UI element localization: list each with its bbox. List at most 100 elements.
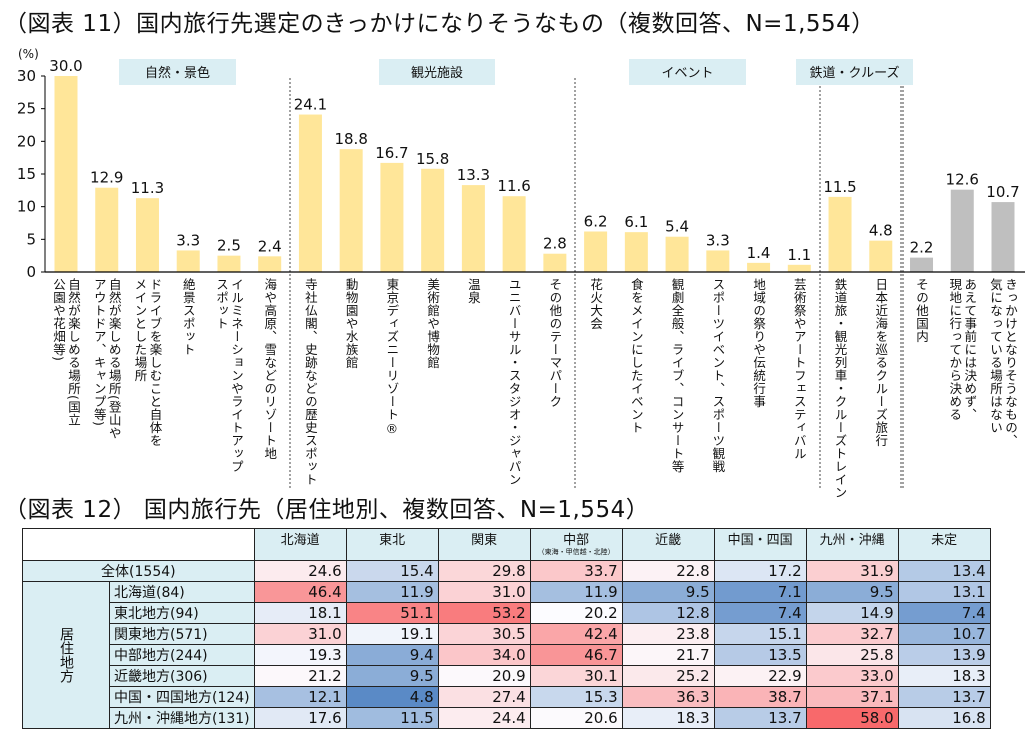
bar: [665, 236, 689, 272]
table-header-row: 北海道 東北 関東 中部 （東海・甲信越・北陸） 近畿 中国・四国 九州・沖縄 未定: [22, 528, 991, 561]
bar-value-label: 15.8: [416, 150, 449, 168]
table-cell: 21.2: [253, 665, 347, 687]
table-cell: 7.4: [713, 602, 807, 624]
table-cell: 12.8: [621, 602, 715, 624]
y-tick-label: 30: [17, 67, 36, 85]
y-tick-label: 25: [17, 100, 36, 118]
group-label: 鉄道・クルーズ: [810, 65, 900, 81]
bar: [747, 262, 771, 272]
group-label-box: [629, 59, 746, 85]
bar-value-label: 12.6: [946, 171, 979, 189]
column-header-label: 中部: [563, 533, 590, 548]
bar-value-label: 1.4: [747, 244, 771, 262]
y-tick-label: 20: [17, 132, 36, 150]
table-cell: 22.9: [713, 665, 807, 687]
table-cell: 30.1: [529, 665, 623, 687]
bar: [298, 114, 322, 273]
table-row: 近畿地方(306) 21.2 9.5 20.9 30.1 25.2 22.9 33.0 18.3: [23, 665, 991, 687]
bar-value-label: 2.2: [910, 239, 934, 257]
x-tick-label: その他のテーマパーク: [547, 278, 563, 408]
table-cell: 33.7: [529, 560, 623, 582]
row-header: 九州・沖縄地方(131): [109, 707, 255, 729]
x-tick-label: その他国内: [914, 278, 930, 343]
bar: [502, 196, 526, 272]
table-cell: 30.5: [437, 623, 531, 645]
column-header-label: 中国・四国: [727, 533, 793, 548]
table-cell: 9.5: [621, 581, 715, 603]
column-header-label: 未定: [931, 533, 958, 548]
table-row: 関東地方(571) 31.0 19.1 30.5 42.4 23.8 15.1 32.7 10.…: [23, 623, 991, 645]
table-cell: 4.8: [345, 686, 439, 708]
table-cell: 46.7: [529, 644, 623, 666]
bar: [584, 231, 608, 272]
table-cell: 7.1: [713, 581, 807, 603]
bar: [421, 168, 445, 272]
x-tick-label: 花火大会: [588, 278, 604, 330]
table-cell: 11.9: [345, 581, 439, 603]
table-cell: 21.7: [621, 644, 715, 666]
bar-value-label: 2.4: [258, 237, 282, 255]
bar: [991, 202, 1015, 272]
bar-value-label: 3.3: [176, 231, 200, 249]
table-row: 中部地方(244) 19.3 9.4 34.0 46.7 21.7 13.5 25.8 13.9: [23, 644, 991, 666]
bar: [828, 196, 852, 272]
bar: [217, 255, 241, 272]
bar-value-label: 10.7: [986, 183, 1019, 201]
x-tick-label: 動物園や水族館: [343, 278, 359, 369]
bar: [258, 256, 282, 272]
table-cell: 13.1: [897, 581, 991, 603]
table-cell: 17.6: [253, 707, 347, 729]
table-cell: 10.7: [897, 623, 991, 645]
table-cell: 14.9: [805, 602, 899, 624]
x-tick-label: 地域の祭りや伝統行事: [751, 278, 767, 408]
table-cell: 20.6: [529, 707, 623, 729]
bar-value-label: 18.8: [334, 130, 367, 148]
column-header-sublabel: （東海・甲信越・北陸）: [537, 548, 615, 556]
x-tick-label: 自然が楽しめる場所(登山や アウトドア、キャンプ等): [91, 278, 122, 440]
bar: [54, 76, 78, 272]
table-cell: 15.3: [529, 686, 623, 708]
bar-value-label: 30.0: [49, 57, 82, 75]
table-cell: 20.2: [529, 602, 623, 624]
x-tick-label: 海や高原、雪などのリゾート地: [262, 278, 278, 460]
row-header: 関東地方(571): [109, 623, 255, 645]
table-cell: 13.9: [897, 644, 991, 666]
column-header-label: 九州・沖縄: [819, 533, 885, 548]
x-tick-label: 美術館や博物館: [425, 278, 441, 369]
table-cell: 32.7: [805, 623, 899, 645]
bar-value-label: 6.2: [584, 212, 608, 230]
x-tick-label: 観劇全般、ライブ、コンサート等: [669, 278, 685, 473]
x-tick-label: 日本近海を巡るクルーズ旅行: [873, 278, 889, 447]
table-cell: 19.1: [345, 623, 439, 645]
bar: [624, 232, 648, 272]
bar-chart: (%) 0 5 10 15 20 25 30 自然・景色 観光施設 イベント 鉄道・クルーズ 30.0 1…: [17, 47, 1025, 490]
bar: [869, 240, 893, 272]
column-header: 未定: [897, 528, 991, 561]
table-cell: 13.7: [713, 707, 807, 729]
row-header: 全体(1554): [22, 560, 255, 582]
bar-value-label: 3.3: [706, 231, 730, 249]
table-cell: 22.8: [621, 560, 715, 582]
group-label-box: [119, 59, 236, 85]
table-cell: 36.3: [621, 686, 715, 708]
x-tick-label: 寺社仏閣、史跡などの歴史スポット: [302, 278, 318, 486]
x-tick-label: 食をメインにしたイベント: [628, 278, 644, 434]
bar-value-label: 13.3: [457, 166, 490, 184]
table-cell: 9.4: [345, 644, 439, 666]
table-cell: 13.4: [897, 560, 991, 582]
column-header-label: 北海道: [280, 533, 320, 548]
bar: [176, 250, 200, 272]
bar: [543, 253, 567, 272]
table-cell: 13.5: [713, 644, 807, 666]
total-row: 全体(1554) 24.6 15.4 29.8 33.7 22.8 17.2 31.9 13.4: [22, 560, 991, 582]
table-cell: 38.7: [713, 686, 807, 708]
column-header: 北海道: [253, 528, 347, 561]
x-tick-label: スポーツイベント、スポーツ観戦: [710, 278, 726, 473]
group-label: 居住地方: [22, 581, 110, 729]
table-row: 東北地方(94) 18.1 51.1 53.2 20.2 12.8 7.4 14.9 7.4: [23, 602, 991, 624]
x-tick-label: イルミネーションやライトアップ スポット: [213, 278, 244, 473]
table-row: 居住地方 北海道(84) 46.4 11.9 31.0 11.9 9.5 7.1 9.5 13.1: [22, 581, 991, 729]
group-label: 観光施設: [411, 65, 463, 81]
table-cell: 18.1: [253, 602, 347, 624]
bar-value-label: 11.5: [823, 178, 856, 196]
